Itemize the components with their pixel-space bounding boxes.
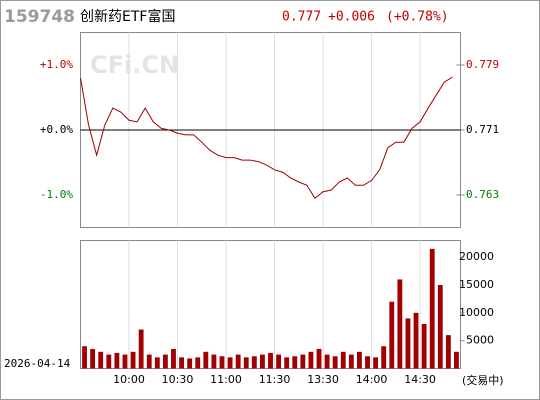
volume-bar <box>146 354 152 369</box>
volume-bar <box>154 357 160 369</box>
volume-bar <box>340 351 346 369</box>
volume-bar <box>308 351 314 369</box>
volume-bar <box>332 356 338 369</box>
volume-bar <box>397 279 403 369</box>
volume-bar <box>106 354 112 369</box>
volume-bar <box>454 351 459 369</box>
volume-bar <box>211 354 217 369</box>
volume-bar <box>324 354 330 369</box>
volume-tick-label: 20000 <box>459 250 494 263</box>
y-tick-label: +1.0% <box>40 58 73 71</box>
x-tick-label: 14:00 <box>356 373 388 386</box>
x-tick-label: 11:30 <box>259 373 291 386</box>
volume-bar <box>179 357 184 369</box>
volume-tick-label: 15000 <box>459 278 494 291</box>
volume-bar <box>357 351 362 369</box>
volume-bar <box>437 285 443 369</box>
volume-bar <box>421 323 427 369</box>
volume-bar <box>445 335 451 369</box>
price: 0.777 <box>282 10 321 25</box>
volume-bar <box>114 352 120 369</box>
volume-bar <box>98 351 104 369</box>
volume-tick-label: 5000 <box>466 334 494 347</box>
volume-bar <box>365 356 370 369</box>
volume-bar <box>284 357 290 369</box>
y-tick-label: +0.0% <box>40 123 73 136</box>
volume-bar <box>292 356 298 369</box>
volume-bar <box>171 349 176 369</box>
y2-tick-label: 0.779 <box>466 58 499 71</box>
status: (交易中) <box>462 373 504 387</box>
volume-bar <box>122 354 128 369</box>
volume-bar <box>251 356 257 369</box>
change-pct: (+0.78%) <box>386 10 449 25</box>
code: 159748 <box>4 7 75 27</box>
volume-bar <box>195 357 201 369</box>
volume-bar <box>227 357 233 369</box>
x-tick-label: 10:00 <box>113 373 145 386</box>
volume-bar <box>405 318 411 369</box>
volume-bar <box>138 329 144 369</box>
volume-bar <box>203 351 209 369</box>
price-line <box>80 76 453 199</box>
x-tick-label: 13:30 <box>307 373 339 386</box>
volume-tick-label: 10000 <box>459 306 494 319</box>
volume-bar <box>381 346 387 369</box>
volume-bar <box>259 354 265 369</box>
volume-bar <box>300 354 306 369</box>
volume-bar <box>276 354 282 369</box>
volume-bar <box>268 352 273 369</box>
volume-bar <box>162 354 168 369</box>
volume-bar <box>429 248 435 369</box>
watermark: CFi.CN <box>90 51 179 79</box>
change: +0.006 <box>328 10 375 25</box>
volume-bar <box>348 354 354 369</box>
y2-tick-label: 0.763 <box>466 188 499 201</box>
volume-bar <box>235 354 241 369</box>
volume-bar <box>90 349 96 369</box>
volume-bar <box>413 312 419 369</box>
x-tick-label: 11:00 <box>210 373 242 386</box>
volume-bar <box>243 357 249 369</box>
volume-bar <box>219 356 225 369</box>
date: 2026-04-14 <box>4 357 71 370</box>
x-tick-label: 10:30 <box>162 373 194 386</box>
volume-bar <box>130 351 136 369</box>
volume-bar <box>82 346 87 369</box>
volume-bar <box>389 301 395 369</box>
volume-bar <box>187 358 193 369</box>
x-tick-label: 14:30 <box>404 373 436 386</box>
y2-tick-label: 0.771 <box>466 123 499 136</box>
fund-name: 创新药ETF富国 <box>80 8 175 25</box>
y-tick-label: -1.0% <box>40 188 73 201</box>
volume-bar <box>316 349 322 369</box>
volume-bar <box>373 357 379 369</box>
